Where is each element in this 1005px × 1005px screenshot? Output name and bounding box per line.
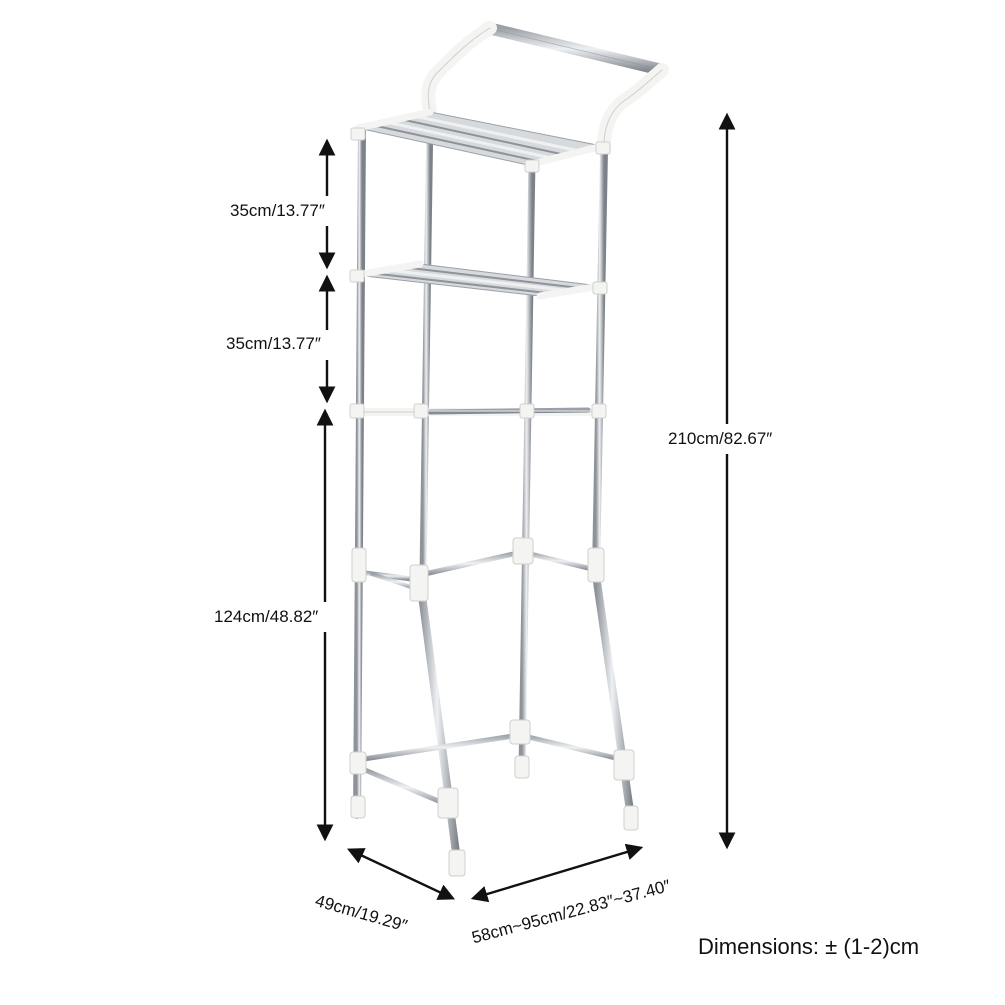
feet bbox=[350, 755, 639, 877]
top-arm-right bbox=[596, 63, 669, 157]
arrow-depth bbox=[346, 848, 456, 900]
mid-crossbars bbox=[354, 549, 599, 592]
leg-slant-front-right bbox=[592, 571, 636, 829]
upright-back-left bbox=[419, 108, 434, 579]
label-total-height: 210cm/82.67″ bbox=[668, 429, 773, 448]
top-arm-left bbox=[421, 21, 497, 119]
arrow-width bbox=[470, 843, 644, 903]
tolerance-caption: Dimensions: ± (1-2)cm bbox=[698, 934, 920, 959]
shelf-middle bbox=[352, 260, 604, 300]
upright-back-right bbox=[518, 156, 536, 774]
leg-slant-back-left bbox=[416, 576, 462, 872]
label-lower-height: 124cm/48.82″ bbox=[214, 607, 319, 626]
shelf-third-rails bbox=[352, 407, 604, 416]
shelf-top bbox=[354, 108, 606, 169]
upright-front-right bbox=[592, 146, 608, 574]
label-shelf-gap-top: 35cm/13.77″ bbox=[230, 201, 325, 220]
upright-front-left bbox=[353, 126, 366, 819]
rack-frame bbox=[349, 21, 669, 877]
base-crossbars bbox=[354, 732, 627, 808]
connectors bbox=[349, 127, 635, 819]
label-shelf-gap-middle: 35cm/13.77″ bbox=[226, 334, 321, 353]
